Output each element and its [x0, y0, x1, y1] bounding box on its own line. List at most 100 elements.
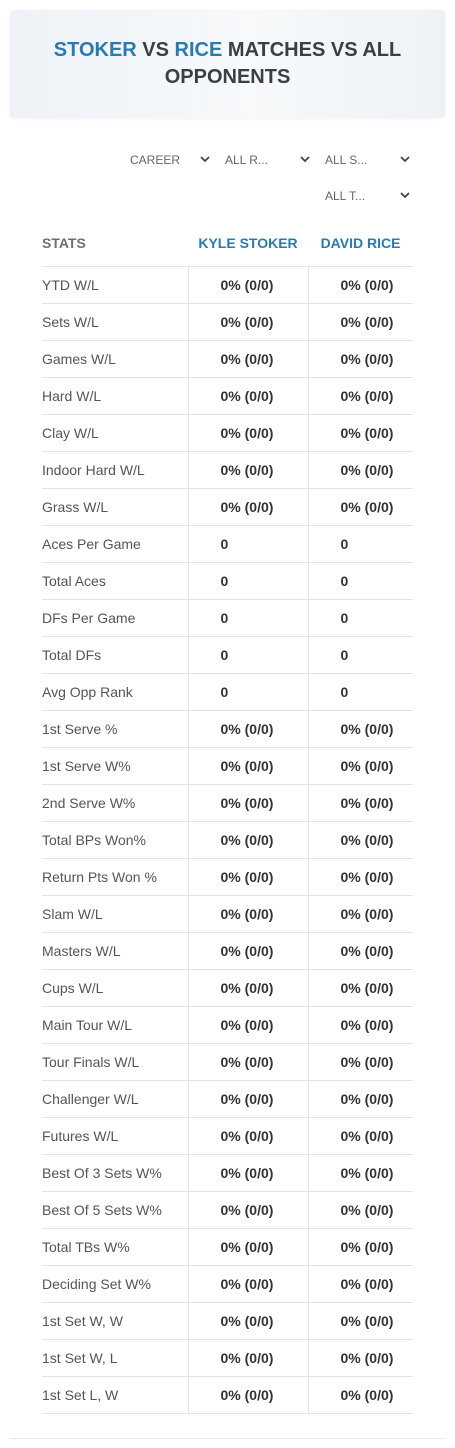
- stat-value: 0: [187, 636, 308, 674]
- stat-value: 0: [187, 525, 308, 563]
- chevron: [400, 156, 410, 163]
- stat-value: 0: [187, 562, 308, 600]
- stat-row: Indoor Hard W/L 0% (0/0) 0% (0/0): [42, 451, 413, 489]
- stat-value: 0% (0/0): [187, 1376, 308, 1414]
- stat-value: 0% (0/0): [187, 266, 308, 304]
- column-header: KYLE STOKER: [198, 235, 298, 251]
- stat-row: 2nd Serve W% 0% (0/0) 0% (0/0): [42, 784, 413, 822]
- column-header: STATS: [42, 235, 86, 251]
- stat-row: Hard W/L 0% (0/0) 0% (0/0): [42, 377, 413, 415]
- stat-label: Deciding Set W%: [42, 1265, 188, 1303]
- stat-row: Total TBs W% 0% (0/0) 0% (0/0): [42, 1228, 413, 1266]
- stat-value: 0% (0/0): [187, 1154, 308, 1192]
- stat-row: Tour Finals W/L 0% (0/0) 0% (0/0): [42, 1043, 413, 1081]
- stat-value: 0% (0/0): [307, 710, 413, 748]
- stat-value: 0% (0/0): [307, 488, 413, 526]
- chevron: [400, 192, 410, 199]
- stat-label: Hard W/L: [42, 377, 188, 415]
- player1: STOKER: [53, 39, 137, 61]
- stat-label: 1st Serve W%: [42, 747, 188, 785]
- stat-row: Total Aces 0 0: [42, 562, 413, 600]
- stat-value: 0% (0/0): [187, 1117, 308, 1155]
- stat-value: 0% (0/0): [307, 1302, 413, 1340]
- stat-value: 0% (0/0): [307, 1154, 413, 1192]
- stat-row: 1st Set W, L 0% (0/0) 0% (0/0): [42, 1339, 413, 1377]
- stat-row: Total DFs 0 0: [42, 636, 413, 674]
- stat-value: 0: [187, 599, 308, 637]
- stat-row: Sets W/L 0% (0/0) 0% (0/0): [42, 303, 413, 341]
- stat-label: 1st Serve %: [42, 710, 188, 748]
- stat-label: Indoor Hard W/L: [42, 451, 188, 489]
- stat-value: 0% (0/0): [307, 1191, 413, 1229]
- stat-row: Return Pts Won % 0% (0/0) 0% (0/0): [42, 858, 413, 896]
- stat-value: 0% (0/0): [307, 1043, 413, 1081]
- stat-value: 0% (0/0): [187, 1006, 308, 1044]
- filter-label: ALL S...: [325, 153, 368, 167]
- stat-label: Slam W/L: [42, 895, 188, 933]
- stat-value: 0% (0/0): [187, 1302, 308, 1340]
- stat-value: 0% (0/0): [307, 895, 413, 933]
- stat-value: 0: [307, 525, 413, 563]
- stat-label: Grass W/L: [42, 488, 188, 526]
- stat-row: Deciding Set W% 0% (0/0) 0% (0/0): [42, 1265, 413, 1303]
- stat-label: Sets W/L: [42, 303, 188, 341]
- stat-value: 0: [307, 673, 413, 711]
- stat-value: 0% (0/0): [307, 784, 413, 822]
- stat-value: 0% (0/0): [307, 340, 413, 378]
- stat-row: Challenger W/L 0% (0/0) 0% (0/0): [42, 1080, 413, 1118]
- stat-value: 0% (0/0): [187, 488, 308, 526]
- stat-row: YTD W/L 0% (0/0) 0% (0/0): [42, 266, 413, 304]
- filter-select[interactable]: ALL R...: [225, 150, 310, 170]
- title: STOKER VS RICE MATCHES VS ALL OPPONENTS: [30, 37, 425, 91]
- stat-label: Best Of 3 Sets W%: [42, 1154, 188, 1192]
- stat-label: Total TBs W%: [42, 1228, 188, 1266]
- stat-value: 0% (0/0): [307, 821, 413, 859]
- stat-label: Main Tour W/L: [42, 1006, 188, 1044]
- header-row: STATS KYLE STOKER DAVID RICE: [42, 220, 413, 267]
- stat-value: 0: [307, 636, 413, 674]
- stat-label: Total DFs: [42, 636, 188, 674]
- stat-row: Grass W/L 0% (0/0) 0% (0/0): [42, 488, 413, 526]
- stat-value: 0% (0/0): [307, 932, 413, 970]
- stat-row: Total BPs Won% 0% (0/0) 0% (0/0): [42, 821, 413, 859]
- stat-value: 0% (0/0): [187, 303, 308, 341]
- filter-label: ALL R...: [225, 153, 268, 167]
- stat-label: YTD W/L: [42, 266, 188, 304]
- stat-row: Masters W/L 0% (0/0) 0% (0/0): [42, 932, 413, 970]
- stat-value: 0% (0/0): [307, 1006, 413, 1044]
- stat-value: 0% (0/0): [187, 1043, 308, 1081]
- stat-row: 1st Serve % 0% (0/0) 0% (0/0): [42, 710, 413, 748]
- stat-label: 1st Set W, L: [42, 1339, 188, 1377]
- stat-row: Clay W/L 0% (0/0) 0% (0/0): [42, 414, 413, 452]
- stat-value: 0% (0/0): [307, 858, 413, 896]
- stat-value: 0% (0/0): [187, 340, 308, 378]
- stat-value: 0% (0/0): [187, 451, 308, 489]
- stat-value: 0% (0/0): [307, 303, 413, 341]
- filter-select[interactable]: ALL S...: [325, 150, 410, 170]
- stat-value: 0% (0/0): [187, 747, 308, 785]
- stat-value: 0% (0/0): [187, 969, 308, 1007]
- stats-table: STATS KYLE STOKER DAVID RICE YTD W/L 0% (…: [42, 220, 413, 1414]
- stat-value: 0% (0/0): [187, 414, 308, 452]
- stat-value: 0% (0/0): [187, 377, 308, 415]
- stat-value: 0% (0/0): [307, 266, 413, 304]
- filter-select[interactable]: ALL T...: [325, 186, 410, 206]
- stat-label: Futures W/L: [42, 1117, 188, 1155]
- filter-select[interactable]: CAREER: [130, 150, 210, 170]
- stat-value: 0: [307, 562, 413, 600]
- stat-row: 1st Serve W% 0% (0/0) 0% (0/0): [42, 747, 413, 785]
- stat-value: 0% (0/0): [187, 1228, 308, 1266]
- stat-row: Main Tour W/L 0% (0/0) 0% (0/0): [42, 1006, 413, 1044]
- stat-label: 2nd Serve W%: [42, 784, 188, 822]
- stat-value: 0% (0/0): [187, 932, 308, 970]
- stat-value: 0% (0/0): [307, 451, 413, 489]
- stat-row: Best Of 3 Sets W% 0% (0/0) 0% (0/0): [42, 1154, 413, 1192]
- stat-value: 0% (0/0): [187, 858, 308, 896]
- stat-row: Best Of 5 Sets W% 0% (0/0) 0% (0/0): [42, 1191, 413, 1229]
- stat-row: 1st Set L, W 0% (0/0) 0% (0/0): [42, 1376, 413, 1414]
- stat-label: 1st Set L, W: [42, 1376, 188, 1414]
- stat-value: 0% (0/0): [307, 747, 413, 785]
- stat-row: Games W/L 0% (0/0) 0% (0/0): [42, 340, 413, 378]
- stat-row: Avg Opp Rank 0 0: [42, 673, 413, 711]
